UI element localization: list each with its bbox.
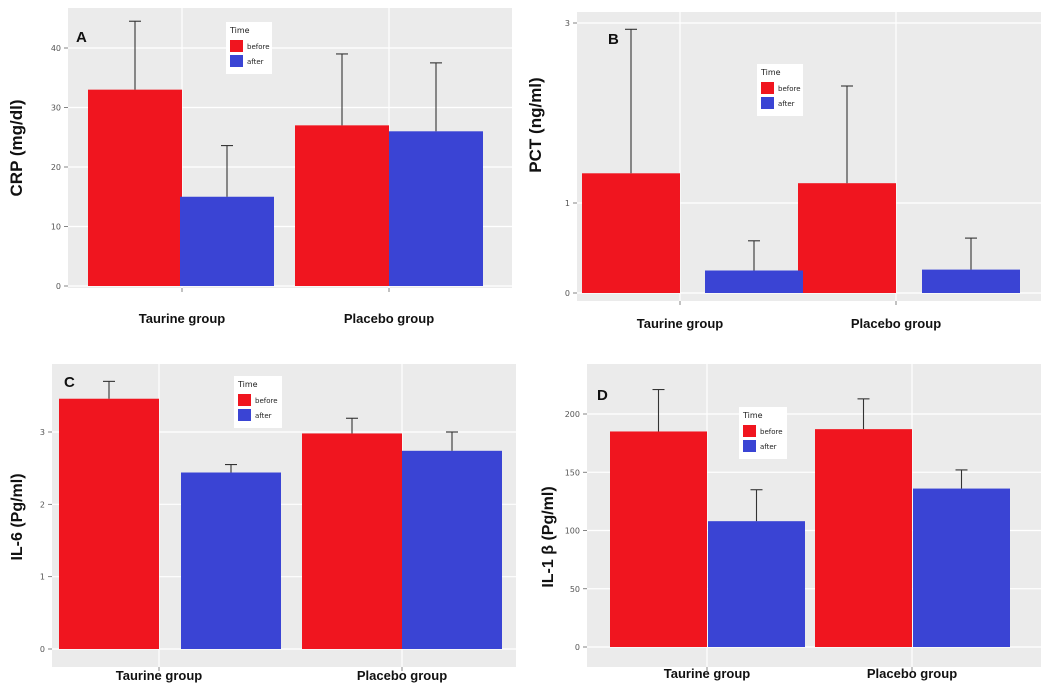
- bar-before-placebo: [302, 433, 402, 649]
- y-tick-label: 10: [51, 223, 61, 232]
- legend-swatch-before: [238, 394, 251, 406]
- chart-panel-c: 0 1 2 3 Taurine group Placebo group IL-6 (Pg/m…: [0, 352, 520, 695]
- legend-label-before: before: [760, 428, 783, 436]
- legend-label-before: before: [778, 85, 801, 93]
- bar-before-placebo: [798, 183, 896, 293]
- chart-b-svg: 0 1 3 Taurine group Placebo group PCT (ng/ml)…: [526, 12, 1041, 331]
- chart-panel-a: 0 10 20 30 40 Taurine group Placebo group CRP (…: [0, 0, 520, 345]
- y-tick-label: 30: [51, 104, 61, 113]
- y-tick-label: 200: [565, 410, 580, 419]
- legend-swatch-after: [230, 55, 243, 67]
- x-tick-label: Placebo group: [344, 311, 434, 326]
- y-tick-label: 0: [565, 289, 570, 298]
- y-axis-label: PCT (ng/ml): [526, 77, 545, 172]
- legend-swatch-before: [743, 425, 756, 437]
- panel-label: B: [608, 31, 619, 48]
- y-tick-label: 150: [565, 468, 580, 477]
- bar-after-taurine: [180, 196, 274, 286]
- legend-label-after: after: [247, 58, 264, 66]
- y-tick-label: 0: [56, 282, 61, 291]
- bar-before-placebo: [295, 125, 389, 286]
- legend-swatch-after: [238, 409, 251, 421]
- bar-after-placebo: [402, 450, 502, 649]
- panel-label: C: [64, 374, 75, 391]
- bar-before-taurine: [88, 89, 182, 287]
- bar-before-taurine: [582, 173, 680, 293]
- y-tick-label: 3: [565, 19, 570, 28]
- chart-a-svg: 0 10 20 30 40 Taurine group Placebo group CRP (…: [7, 8, 512, 326]
- x-tick-label: Placebo group: [357, 668, 447, 683]
- chart-panel-b: 0 1 3 Taurine group Placebo group PCT (ng/ml)…: [525, 0, 1049, 345]
- y-tick-label: 3: [40, 428, 45, 437]
- legend-title: Time: [742, 411, 763, 420]
- x-tick-label: Taurine group: [664, 666, 750, 681]
- y-tick-label: 1: [565, 199, 570, 208]
- y-tick-label: 0: [40, 645, 45, 654]
- legend-label-before: before: [247, 43, 270, 51]
- y-tick-label: 2: [40, 500, 45, 509]
- panel-label: A: [76, 29, 87, 46]
- bar-after-taurine: [708, 521, 805, 647]
- chart-c-svg: 0 1 2 3 Taurine group Placebo group IL-6 (Pg/m…: [9, 364, 516, 683]
- y-tick-label: 0: [575, 643, 580, 652]
- legend-swatch-before: [761, 82, 774, 94]
- chart-d-svg: 0 50 100 150 200 Taurine group Placebo group IL…: [540, 364, 1041, 681]
- y-tick-label: 100: [565, 527, 580, 536]
- bar-before-taurine: [610, 431, 707, 647]
- legend-title: Time: [760, 68, 781, 77]
- y-tick-label: 1: [40, 573, 45, 582]
- bar-after-taurine: [705, 270, 803, 293]
- y-axis-label: IL-6 (Pg/ml): [9, 473, 26, 560]
- bar-after-placebo: [922, 269, 1020, 293]
- legend-label-after: after: [760, 443, 777, 451]
- y-axis-label: IL-1 β (Pg/ml): [540, 486, 557, 587]
- bar-before-placebo: [815, 429, 912, 647]
- legend-label-after: after: [255, 412, 272, 420]
- chart-panel-d: 0 50 100 150 200 Taurine group Placebo group IL…: [525, 352, 1049, 695]
- y-tick-label: 50: [570, 585, 580, 594]
- x-tick-label: Taurine group: [139, 311, 225, 326]
- legend-title: Time: [237, 380, 258, 389]
- y-tick-label: 20: [51, 163, 61, 172]
- x-tick-label: Placebo group: [851, 316, 941, 331]
- legend-label-before: before: [255, 397, 278, 405]
- legend-label-after: after: [778, 100, 795, 108]
- y-axis-label: CRP (mg/dl): [7, 100, 26, 197]
- legend-title: Time: [229, 26, 250, 35]
- legend-swatch-before: [230, 40, 243, 52]
- bar-after-placebo: [389, 131, 483, 286]
- bar-before-taurine: [59, 398, 159, 649]
- x-tick-label: Placebo group: [867, 666, 957, 681]
- y-tick-label: 40: [51, 44, 61, 53]
- x-tick-label: Taurine group: [116, 668, 202, 683]
- legend-swatch-after: [743, 440, 756, 452]
- bar-after-placebo: [913, 488, 1010, 647]
- legend-swatch-after: [761, 97, 774, 109]
- bar-after-taurine: [181, 472, 281, 649]
- x-tick-label: Taurine group: [637, 316, 723, 331]
- panel-label: D: [597, 387, 608, 404]
